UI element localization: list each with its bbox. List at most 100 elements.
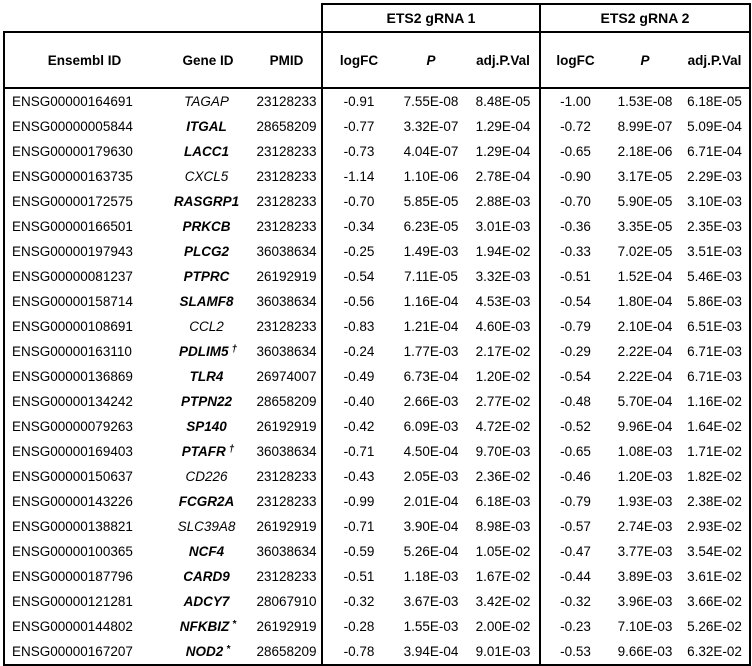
gene-name: RASGRP1 — [173, 194, 240, 209]
corner-spacer — [4, 4, 322, 32]
pmid-cell: 26192919 — [256, 269, 317, 284]
grna1-adjpval-cell: 3.32E-03 — [475, 269, 531, 284]
grna2-p-cell: 9.66E-03 — [610, 639, 680, 666]
grna2-logfc-cell: -0.46 — [539, 464, 610, 489]
table-row: ENSG00000134242 PTPN22 28658209 -0.40 2.… — [3, 389, 751, 414]
grna1-p-cell: 4.50E-04 — [403, 444, 459, 459]
grna2-adjpval-cell: 5.26E-02 — [680, 614, 751, 639]
gene-id-cell: CARD9 — [164, 564, 252, 589]
grna1-adjpval-cell: 1.67E-02 — [475, 569, 531, 584]
grna2-p-cell: 2.74E-03 — [617, 519, 673, 534]
grna2-adjpval-cell: 5.46E-03 — [680, 264, 751, 289]
ensembl-id-cell: ENSG00000150637 — [3, 464, 164, 489]
col-header-grna1-adjpval: adj.P.Val — [467, 31, 540, 89]
grna1-adjpval-cell: 1.05E-02 — [475, 544, 531, 559]
gene-id-cell: CD226 — [164, 464, 252, 489]
table-row: ENSG00000197943 PLCG2 36038634 -0.25 1.4… — [3, 239, 751, 264]
gene-marker: † — [231, 344, 238, 355]
gene-name: SLC39A8 — [177, 519, 236, 534]
grna2-adjpval-cell: 6.71E-03 — [680, 364, 751, 389]
grna2-adjpval-cell: 6.18E-05 — [680, 88, 751, 114]
grna2-adjpval-cell: 6.71E-03 — [680, 339, 751, 364]
grna2-logfc-cell: -0.79 — [539, 489, 610, 514]
grna1-logfc-cell: -0.49 — [321, 364, 395, 389]
grna1-logfc-cell: -1.14 — [321, 164, 395, 189]
gene-name: LACC1 — [183, 144, 229, 159]
gene-name: NCF4 — [188, 544, 225, 559]
grna2-adjpval-cell: 2.38E-02 — [680, 489, 751, 514]
grna2-adjpval-cell: 1.64E-02 — [680, 414, 751, 439]
pmid-cell: 23128233 — [256, 469, 317, 484]
grna1-p-cell: 6.73E-04 — [403, 369, 459, 384]
grna2-p-cell: 1.08E-03 — [617, 444, 673, 459]
grna2-p-cell: 2.18E-06 — [617, 144, 673, 159]
gene-id-cell: SLAMF8 — [164, 289, 252, 314]
grna2-p-cell: 1.52E-04 — [617, 269, 673, 284]
gene-id-cell: CCL2 — [164, 314, 252, 339]
gene-id-cell: NOD2 * — [164, 639, 252, 666]
table-row: ENSG00000143226 FCGR2A 23128233 -0.99 2.… — [3, 489, 751, 514]
grna1-p-cell: 1.18E-03 — [403, 569, 459, 584]
grna2-adjpval-cell: 3.10E-03 — [680, 189, 751, 214]
grna1-p-cell: 6.09E-03 — [403, 419, 459, 434]
grna2-logfc-cell: -0.32 — [539, 589, 610, 614]
gene-id-cell: RASGRP1 — [164, 189, 252, 214]
grna2-logfc-cell: -0.54 — [539, 289, 610, 314]
grna1-logfc-cell: -0.56 — [321, 289, 395, 314]
pmid-cell: 28658209 — [256, 119, 317, 134]
grna1-adjpval-cell: 9.70E-03 — [475, 444, 531, 459]
grna2-p-cell: 7.10E-03 — [617, 619, 673, 634]
group-header-grna2: ETS2 gRNA 2 — [539, 3, 751, 33]
results-table: ETS2 gRNA 1 ETS2 gRNA 2 Ensembl ID Gene … — [3, 3, 751, 666]
ensembl-id-cell: ENSG00000169403 — [3, 439, 164, 464]
grna1-adjpval-cell: 1.94E-02 — [475, 244, 531, 259]
column-header-row: Ensembl ID Gene ID PMID logFC P adj.P.Va… — [3, 31, 751, 89]
grna2-logfc-cell: -0.54 — [539, 364, 610, 389]
gene-name: NOD2 — [185, 644, 224, 659]
grna2-logfc-cell: -0.52 — [539, 414, 610, 439]
grna2-logfc-cell: -0.65 — [539, 139, 610, 164]
grna2-p-cell: 5.90E-05 — [617, 194, 673, 209]
pmid-cell: 23128233 — [256, 194, 317, 209]
grna2-adjpval-cell: 1.82E-02 — [680, 464, 751, 489]
grna2-logfc-cell: -0.51 — [539, 264, 610, 289]
grna2-p-cell: 7.02E-05 — [617, 244, 673, 259]
gene-name: FCGR2A — [178, 494, 235, 509]
table-row: ENSG00000081237 PTPRC 26192919 -0.54 7.1… — [3, 264, 751, 289]
table-row: ENSG00000166501 PRKCB 23128233 -0.34 6.2… — [3, 214, 751, 239]
grna2-p-cell: 2.10E-04 — [617, 319, 673, 334]
pmid-cell: 23128233 — [256, 94, 317, 109]
grna1-adjpval-cell: 1.20E-02 — [475, 369, 531, 384]
table-row: ENSG00000169403 PTAFR † 36038634 -0.71 4.… — [3, 439, 751, 464]
gene-id-cell: PTPRC — [164, 264, 252, 289]
table-row: ENSG00000138821 SLC39A8 26192919 -0.71 3… — [3, 514, 751, 539]
grna1-logfc-cell: -0.59 — [321, 539, 395, 564]
gene-name: PLCG2 — [183, 244, 229, 259]
grna1-p-cell: 1.16E-04 — [403, 294, 459, 309]
col-header-gene-id: Gene ID — [164, 31, 252, 89]
table-row: ENSG00000121281 ADCY7 28067910 -0.32 3.6… — [3, 589, 751, 614]
ensembl-id-cell: ENSG00000100365 — [3, 539, 164, 564]
col-header-pmid: PMID — [252, 31, 322, 89]
pmid-cell: 36038634 — [256, 544, 317, 559]
grna1-adjpval-cell: 3.42E-02 — [475, 594, 531, 609]
grna1-p-cell: 1.77E-03 — [403, 344, 459, 359]
grna2-p-cell: 1.53E-08 — [617, 94, 673, 109]
pmid-cell: 26192919 — [256, 519, 317, 534]
gene-name: TLR4 — [189, 369, 224, 384]
grna1-logfc-cell: -0.73 — [321, 139, 395, 164]
table-row: ENSG00000179630 LACC1 23128233 -0.73 4.0… — [3, 139, 751, 164]
grna1-adjpval-cell: 9.01E-03 — [467, 639, 540, 666]
gene-name: PDLIM5 — [178, 344, 229, 359]
grna2-adjpval-cell: 3.54E-02 — [680, 539, 751, 564]
pmid-cell: 28658209 — [252, 639, 322, 666]
grna1-logfc-cell: -0.40 — [321, 389, 395, 414]
grna1-logfc-cell: -0.32 — [321, 589, 395, 614]
group-header-grna1: ETS2 gRNA 1 — [321, 3, 541, 33]
ensembl-id-cell: ENSG00000179630 — [3, 139, 164, 164]
gene-id-cell: FCGR2A — [164, 489, 252, 514]
grna2-p-cell: 1.20E-03 — [617, 469, 673, 484]
pmid-cell: 28658209 — [256, 394, 317, 409]
grna1-p-cell: 1.55E-03 — [403, 619, 459, 634]
gene-marker: * — [226, 644, 231, 655]
